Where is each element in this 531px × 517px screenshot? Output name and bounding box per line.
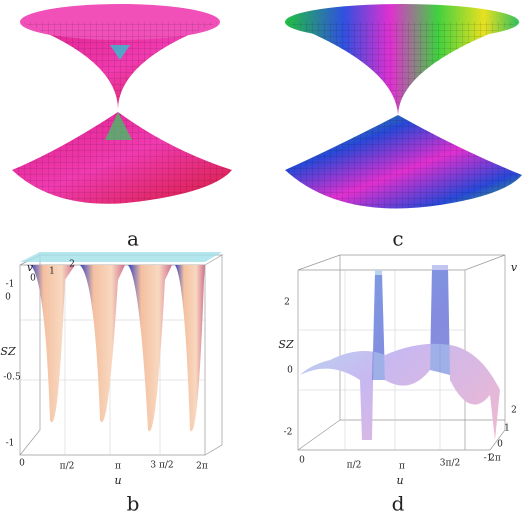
tick-label: 3π/2 — [440, 459, 460, 469]
tick-label: 2 — [69, 260, 75, 270]
tick-label: 2 — [511, 406, 517, 416]
axis-label: v — [511, 261, 518, 274]
surface-c — [285, 4, 522, 209]
tick-label: π/2 — [60, 462, 75, 472]
tick-label: 0 — [287, 366, 293, 376]
panel-label: a — [127, 227, 139, 251]
panel-label: b — [127, 492, 140, 516]
tick-label: π/2 — [347, 461, 362, 471]
plot-d — [297, 254, 506, 451]
tick-label: 0 — [30, 274, 36, 284]
tick-label: -1 — [6, 439, 15, 449]
panel-label: c — [392, 227, 403, 251]
plot-b — [19, 252, 224, 456]
tick-label: 0 — [5, 293, 11, 303]
tick-label: -2 — [284, 428, 293, 438]
tick-label: 3 π/2 — [150, 461, 173, 471]
tick-label: 2 — [284, 298, 290, 308]
panel-label: d — [392, 492, 405, 516]
tick-label: 2π — [196, 462, 208, 472]
tick-label: 1 — [49, 267, 55, 277]
tick-label: 2π — [489, 454, 501, 464]
tick-label: 0 — [497, 440, 503, 450]
axis-label: v — [27, 261, 34, 274]
tick-label: -0.5 — [3, 373, 21, 383]
tick-label: 1 — [504, 424, 510, 434]
axis-label: SZ — [278, 338, 294, 351]
tick-label: π — [399, 462, 405, 472]
tick-label: 0 — [299, 456, 305, 466]
axis-label: SZ — [0, 345, 16, 358]
surface-a — [12, 4, 232, 204]
tick-label: -1 — [6, 280, 15, 290]
tick-label: 0 — [19, 459, 25, 469]
axis-label: u — [396, 474, 403, 487]
tick-label: π — [115, 462, 121, 472]
axis-label: u — [114, 474, 121, 487]
tick-label: -1 — [484, 454, 493, 464]
